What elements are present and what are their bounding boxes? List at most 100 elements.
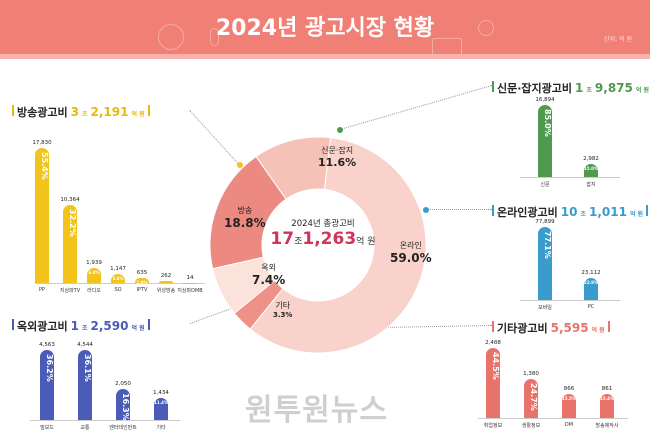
bar-value-label: 2,050 <box>115 380 131 387</box>
bar-value-label: 262 <box>160 273 172 280</box>
bar-percent: 16.3% <box>121 392 130 421</box>
total-eok-unit: 억 원 <box>356 237 376 247</box>
donut-label: 기타 3.3% <box>273 300 292 319</box>
panel-title-text: 옥외광고비 <box>17 320 68 333</box>
total-value: 17조1,263억 원 <box>268 229 378 249</box>
bar: 36.2% <box>40 350 54 420</box>
bar-category-label: PP <box>38 287 46 293</box>
outdoor-title: 옥외광고비 1 조 2,590 억 원 <box>12 318 150 334</box>
bar-percent: 6.0% <box>88 270 100 276</box>
outdoor-bar-chart: 36.2% 4,563 빌보드 36.1% 4,544 교통 16.3% 2,050 엔터테인먼… <box>30 342 180 431</box>
donut-percent: 18.8% <box>224 216 266 230</box>
bar: 11.4% <box>154 398 168 420</box>
total-jo: 3 <box>70 105 79 119</box>
bar-value-label: 2,488 <box>485 340 501 346</box>
total-eok: 1,263 <box>302 229 357 249</box>
total-eok: 9,875 <box>594 81 633 95</box>
donut-label: 온라인 59.0% <box>390 240 432 265</box>
total-title: 2024년 총광고비 <box>291 219 355 229</box>
bar-percent: 11.4% <box>154 400 168 406</box>
bar-value-label: 4,563 <box>39 342 55 348</box>
total-jo: 10 <box>560 205 578 219</box>
leader-line <box>426 209 492 210</box>
bar: 22.9% <box>584 278 598 300</box>
donut-category: 기타 <box>275 301 291 310</box>
donut-percent: 3.3% <box>273 311 293 319</box>
total-eok: 1,011 <box>588 205 627 219</box>
bar-value-label: 866 <box>563 385 575 392</box>
panel-title-text: 방송광고비 <box>17 106 68 119</box>
watermark-logo: 원투원뉴스 <box>245 393 388 428</box>
title-bar-mark <box>646 205 649 216</box>
bar-percent: 2.0% <box>136 280 148 286</box>
bar-value-label: 2,982 <box>583 156 599 163</box>
total-jo-unit: 조 <box>294 237 303 247</box>
donut-percent: 59.0% <box>390 251 432 265</box>
print-bar-chart: 85.0% 16,894 신문 15.0% 2,982 잡지 <box>520 97 620 188</box>
title-bar-mark <box>492 81 494 92</box>
unit-eok: 억 원 <box>635 87 650 94</box>
bar-value-label: 77,899 <box>535 219 555 225</box>
bar: 3.6% <box>111 274 125 283</box>
bar-value-label: 1,434 <box>153 390 169 396</box>
bar: 15.5% <box>562 393 576 418</box>
panel-title-text: 기타광고비 <box>497 322 548 335</box>
bar-value-label: 1,147 <box>110 266 126 273</box>
x-axis <box>520 300 620 301</box>
bar-percent: 77.1% <box>543 231 552 259</box>
bar-percent: 15.4% <box>600 395 614 401</box>
other-bar-chart: 44.5% 2,488 취업정보 24.7% 1,380 생활정보 15.5% 866 DM 15… <box>478 340 628 429</box>
bar <box>159 281 173 283</box>
bar-value-label: 1,939 <box>86 260 102 267</box>
microphone-icon <box>210 28 219 46</box>
bar-percent: 44.5% <box>491 352 500 380</box>
bar: 32.2% <box>63 204 77 283</box>
bar-percent: 15.5% <box>562 395 576 401</box>
donut-slice <box>209 155 287 270</box>
donut-category: 온라인 <box>399 241 422 250</box>
bar-category-label: 취업정보 <box>483 423 503 429</box>
bar-percent: 36.1% <box>83 354 92 383</box>
bar: 2.0% <box>135 278 149 286</box>
title-bar-mark <box>607 321 610 332</box>
bar-category-label: SO <box>114 287 122 293</box>
unit-jo: 조 <box>586 87 592 94</box>
bar-category-label: PC <box>587 304 595 310</box>
bar: 36.1% <box>78 350 92 420</box>
bar-category-label: 지상파DMB <box>177 288 203 294</box>
bar-category-label: 라디오 <box>87 288 101 294</box>
donut-category: 신문·잡지 <box>321 146 354 155</box>
title-bar-mark <box>147 105 150 116</box>
donut-label: 옥외 7.4% <box>252 262 285 287</box>
total-ad-donut-chart <box>209 136 427 354</box>
bar-category-label: 빌보드 <box>40 425 54 431</box>
leader-dot <box>337 127 343 133</box>
title-bar-mark <box>12 105 14 116</box>
x-axis <box>30 420 180 421</box>
broadcast-title: 방송광고비 3 조 2,191 억 원 <box>12 104 150 120</box>
donut-slice <box>249 137 427 354</box>
bar-category-label: 기타 <box>156 425 166 431</box>
bar: 16.3% <box>116 388 130 421</box>
bar-value-label: 23,112 <box>581 270 601 277</box>
bar-percent: 3.6% <box>112 276 124 282</box>
unit-jo: 조 <box>580 211 586 218</box>
bar-category-label: 방송제작사 <box>595 423 619 429</box>
bar: 24.7% <box>524 379 538 418</box>
page-title: 2024년 광고시장 현황 <box>215 16 435 41</box>
title-bar-mark <box>492 321 494 332</box>
bar-category-label: 생활정보 <box>521 423 541 429</box>
other-title: 기타광고비 5,595 억 원 <box>492 320 610 336</box>
bar-percent: 55.4% <box>40 152 49 180</box>
unit-jo: 조 <box>81 111 88 118</box>
unit-eok: 억 원 <box>591 327 605 334</box>
bar-percent: 15.0% <box>584 166 598 172</box>
unit-eok: 억 원 <box>629 211 644 218</box>
bar: 55.4% <box>35 148 49 283</box>
x-axis <box>35 283 205 284</box>
globe-icon <box>158 24 184 50</box>
online-title: 온라인광고비 10 조 1,011 억 원 <box>492 204 649 220</box>
title-bar-mark <box>147 319 150 330</box>
broadcast-bar-chart: 55.4% 17,830 PP 32.2% 10,364 지상파TV 6.0% 1,939 라디… <box>32 140 205 294</box>
bar-value-label: 4,544 <box>77 342 93 349</box>
